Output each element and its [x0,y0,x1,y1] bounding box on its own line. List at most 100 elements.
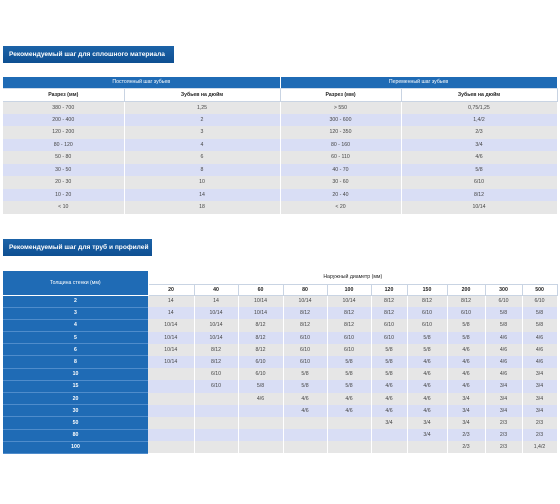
wall-thickness-cell: 2 [3,295,148,308]
tpi-cell: 2/3 [485,429,523,442]
table-row: 10 - 20 14 20 - 40 8/12 [3,188,558,201]
tpi-cell: 6/10 [327,331,372,344]
tpi-cell: 4/6 [407,380,448,393]
tpi-cell: 5/8 [485,307,523,320]
tpi-cell: 6/10 [283,331,328,344]
tpi-cell: 10/14 [327,295,372,308]
table-row: 4 10/14 10/14 8/12 8/12 8/12 6/10 6/10 5/8 5/8 5/8 [3,319,558,333]
tpi-cell: 6/10 [522,295,558,308]
cut-range-cell: > 550 [280,101,402,114]
tpi-cell [148,380,195,393]
tpi-cell: 10/14 [238,307,284,320]
tpi-cell: 4/6 [522,343,558,356]
tpi-cell: 10/14 [238,295,284,308]
tpi-cell: 8/12 [371,307,408,320]
tpi-cell: 8/12 [327,319,372,332]
wall-thickness-cell: 4 [3,319,148,333]
tpi-cell: 2/3 [447,441,486,454]
tpi-cell: 14 [148,307,195,320]
table-row: 15 6/10 5/8 5/8 5/8 4/6 4/6 4/6 3/4 3/4 [3,380,558,394]
tpi-cell: 6/10 [194,380,239,393]
tpi-cell: 5/8 [238,380,284,393]
tpi-cell: 14 [194,295,239,308]
tpi-cell: 3/4 [485,380,523,393]
group-header-constant-pitch: Постоянный шаг зубьев [3,77,281,89]
tpi-cell [148,441,195,454]
tpi-cell: 3/4 [522,404,558,417]
tpi-cell: 3/4 [407,429,448,442]
section-title-tubes-profiles: Рекомендуемый шаг для труб и профилей [3,239,152,256]
tpi-cell: 2/3 [485,441,523,454]
diameter-column-header: 20 [148,284,195,296]
tpi-cell: 10/14 [283,295,328,308]
tpi-cell: 8/12 [283,307,328,320]
tpi-cell: 3/4 [447,416,486,430]
tpi-cell [238,441,284,454]
tpi-cell: 1,25 [124,101,281,114]
tpi-cell: 5/8 [371,343,408,356]
table-row: < 10 18 < 20 10/14 [3,201,558,214]
tubes-profiles-table: Толщина стенки (мм) Наружный диаметр (мм… [3,271,558,454]
tpi-cell: 5/8 [485,319,523,332]
cut-range-cell: 120 - 350 [280,126,402,139]
tpi-cell: 10/14 [148,355,195,369]
wall-thickness-header: Толщина стенки (мм) [3,271,149,296]
tpi-cell: 2 [124,113,281,126]
tpi-cell: 2/3 [485,416,523,430]
tpi-cell [327,429,372,442]
tpi-cell: 3 [124,126,281,139]
tpi-cell: 8 [124,163,281,176]
cut-range-cell: 120 - 200 [3,126,125,139]
tpi-cell [148,429,195,442]
tpi-cell: 5/8 [407,343,448,356]
cut-range-cell: 20 - 30 [3,176,125,189]
tpi-cell: 1,4/2 [401,113,558,126]
tpi-cell: 3/4 [407,416,448,430]
table-row: 120 - 200 3 120 - 350 2/3 [3,126,558,139]
tpi-cell [194,416,239,430]
tpi-cell: 6/10 [238,355,284,369]
tpi-cell: 5/8 [327,368,372,381]
tpi-cell: 4/6 [327,392,372,405]
tpi-cell: 10/14 [194,307,239,320]
cut-range-cell: 80 - 120 [3,138,125,151]
tpi-cell: 18 [124,201,281,214]
tpi-cell: 6/10 [371,331,408,344]
table-row: 5 10/14 10/14 8/12 6/10 6/10 6/10 5/8 5/8 4/6 4/6 [3,331,558,345]
group-header-variable-pitch: Переменный шаг зубьев [280,77,558,89]
cut-range-cell: 300 - 600 [280,113,402,126]
diameter-column-header: 500 [522,284,558,296]
tpi-cell [148,416,195,430]
cut-range-cell: 20 - 40 [280,188,402,201]
tpi-cell: 3/4 [485,392,523,405]
tpi-cell: 8/12 [371,295,408,308]
tpi-cell: 4/6 [485,331,523,344]
tpi-cell: 4/6 [407,404,448,417]
wall-thickness-cell: 5 [3,331,148,345]
tpi-cell: 4/6 [485,368,523,381]
tpi-cell: 4/6 [522,355,558,369]
tpi-cell: 6/10 [283,343,328,356]
tpi-cell: 8/12 [401,188,558,201]
tpi-cell [283,441,328,454]
tpi-cell [194,404,239,417]
tpi-cell: 10/14 [194,319,239,332]
table-row: 20 4/6 4/6 4/6 4/6 4/6 3/4 3/4 3/4 [3,392,558,406]
tpi-cell: 6/10 [238,368,284,381]
cut-range-cell: < 10 [3,201,125,214]
wall-thickness-cell: 20 [3,392,148,406]
tpi-cell: 5/8 [522,307,558,320]
tpi-cell: 5/8 [371,368,408,381]
cut-range-cell: 30 - 50 [3,163,125,176]
tpi-cell: 6/10 [371,319,408,332]
tpi-cell [407,441,448,454]
tpi-cell: 4/6 [447,343,486,356]
diameter-column-header: 40 [194,284,239,296]
tpi-cell: 3/4 [401,138,558,151]
tpi-cell [194,392,239,405]
tpi-cell: 4/6 [238,392,284,405]
tpi-cell: 4/6 [447,380,486,393]
tpi-cell [283,416,328,430]
tpi-cell: 5/8 [522,319,558,332]
solid-material-table: Постоянный шаг зубьев Переменный шаг зуб… [3,77,558,214]
